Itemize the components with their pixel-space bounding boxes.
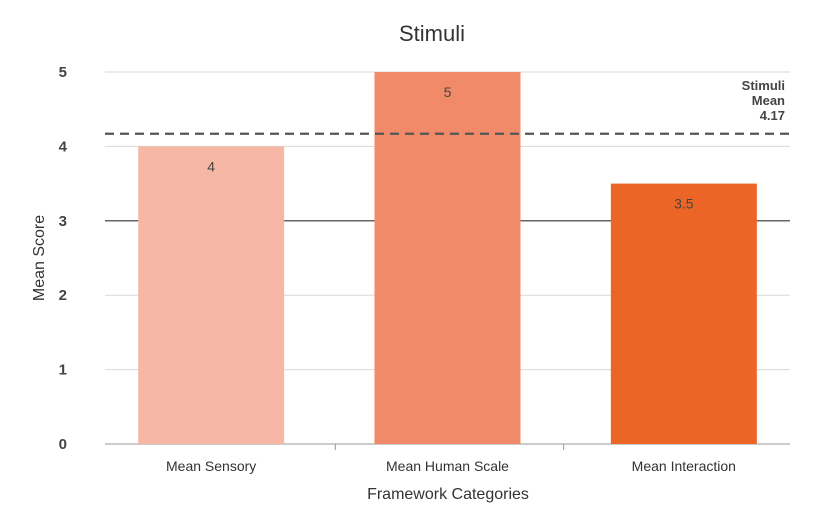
x-axis-label: Framework Categories — [367, 486, 529, 503]
y-axis-ticks: 0 1 2 3 4 5 — [59, 64, 68, 453]
y-tick-label: 5 — [59, 64, 67, 81]
bar — [138, 146, 285, 444]
y-tick-label: 1 — [59, 362, 67, 379]
y-tick-label: 0 — [59, 436, 67, 453]
data-label: 5 — [444, 84, 452, 100]
y-tick-label: 2 — [59, 287, 67, 304]
x-category-label: Mean Human Scale — [386, 458, 509, 474]
y-axis-label: Mean Score — [31, 215, 48, 301]
x-category-label: Mean Sensory — [166, 458, 256, 474]
x-axis-categories: Mean Sensory Mean Human Scale Mean Interac… — [166, 444, 736, 474]
data-label: 3.5 — [674, 196, 694, 212]
y-tick-label: 3 — [59, 213, 67, 230]
bar — [374, 72, 521, 444]
bars — [138, 72, 757, 444]
reference-line-label: Stimuli — [742, 78, 785, 93]
reference-line-label: 4.17 — [760, 108, 785, 123]
x-category-label: Mean Interaction — [632, 458, 736, 474]
reference-line-label: Mean — [752, 93, 785, 108]
chart-title: Stimuli — [399, 21, 465, 46]
y-tick-label: 4 — [59, 138, 68, 155]
data-labels: 453.5 — [207, 84, 694, 212]
data-label: 4 — [207, 158, 215, 174]
bar — [610, 183, 757, 444]
